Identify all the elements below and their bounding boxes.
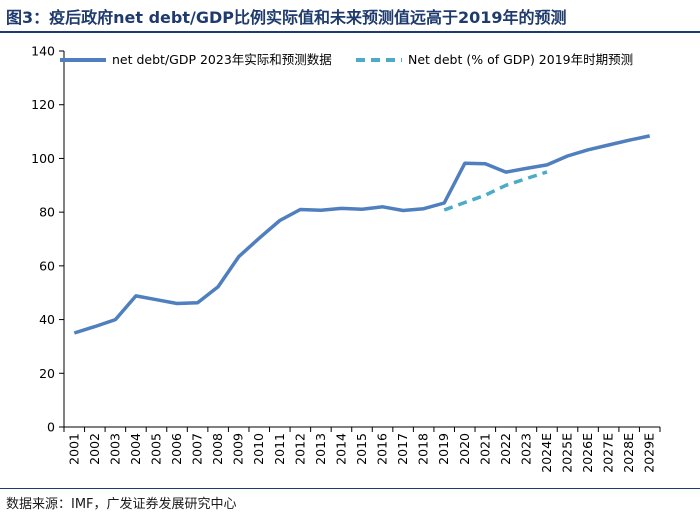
x-tick-label: 2023	[518, 433, 533, 465]
source-divider	[0, 488, 700, 489]
x-axis: 2001 2002 2003 2004 2005 2006 2007 2008 2009 2010…	[63, 426, 661, 473]
x-tick-label: 2012	[292, 433, 307, 465]
series-line-forecast	[443, 170, 548, 212]
y-axis: 0 20 40 60 80 100 120 140	[31, 44, 65, 435]
y-tick-label: 60	[39, 258, 55, 273]
x-tick-label: 2013	[313, 433, 328, 465]
x-tick-label: 2008	[210, 433, 225, 465]
x-tick-label: 2025E	[560, 433, 575, 473]
title-divider	[0, 31, 700, 33]
x-tick-label: 2017	[395, 433, 410, 465]
x-tick-label: 2028E	[621, 433, 636, 473]
x-tick-label: 2009	[231, 433, 246, 465]
x-tick-label: 2002	[87, 433, 102, 465]
x-tick-label: 2015	[354, 433, 369, 465]
x-tick-label: 2004	[128, 433, 143, 465]
x-tick-label: 2010	[251, 433, 266, 465]
x-tick-label: 2024E	[539, 433, 554, 473]
x-tick-label: 2027E	[601, 433, 616, 473]
y-tick-label: 140	[31, 44, 55, 59]
x-tick-label: 2029E	[642, 433, 657, 473]
x-tick-label: 2003	[107, 433, 122, 465]
x-tick-label: 2016	[375, 433, 390, 465]
x-tick-label: 2026E	[580, 433, 595, 473]
x-tick-label: 2006	[169, 433, 184, 465]
x-tick-label: 2014	[333, 433, 348, 465]
x-tick-label: 2018	[416, 433, 431, 465]
legend: net debt/GDP 2023年实际和预测数据 Net debt (% of…	[60, 52, 633, 67]
y-tick-label: 20	[39, 366, 55, 381]
source-note: 数据来源：IMF，广发证券发展研究中心	[6, 497, 237, 512]
x-tick-label: 2019	[436, 433, 451, 465]
y-tick-label: 80	[39, 205, 55, 220]
series-layer	[73, 134, 651, 335]
y-tick-label: 40	[39, 312, 55, 327]
x-tick-label: 2020	[457, 433, 472, 465]
series-line-actual	[73, 134, 651, 335]
y-tick-label: 120	[31, 97, 55, 112]
x-tick-label: 2007	[190, 433, 205, 465]
x-tick-label: 2022	[498, 433, 513, 465]
page-title: 图3：疫后政府net debt/GDP比例实际值和未来预测值远高于2019年的预…	[6, 8, 567, 27]
x-tick-label: 2011	[272, 433, 287, 465]
x-tick-label: 2001	[66, 433, 81, 465]
legend-label-actual: net debt/GDP 2023年实际和预测数据	[112, 52, 332, 67]
x-tick-label: 2021	[477, 433, 492, 465]
y-tick-label: 100	[31, 151, 55, 166]
legend-label-forecast: Net debt (% of GDP) 2019年时期预测	[408, 52, 633, 67]
y-tick-label: 0	[47, 420, 55, 435]
x-tick-label: 2005	[148, 433, 163, 465]
